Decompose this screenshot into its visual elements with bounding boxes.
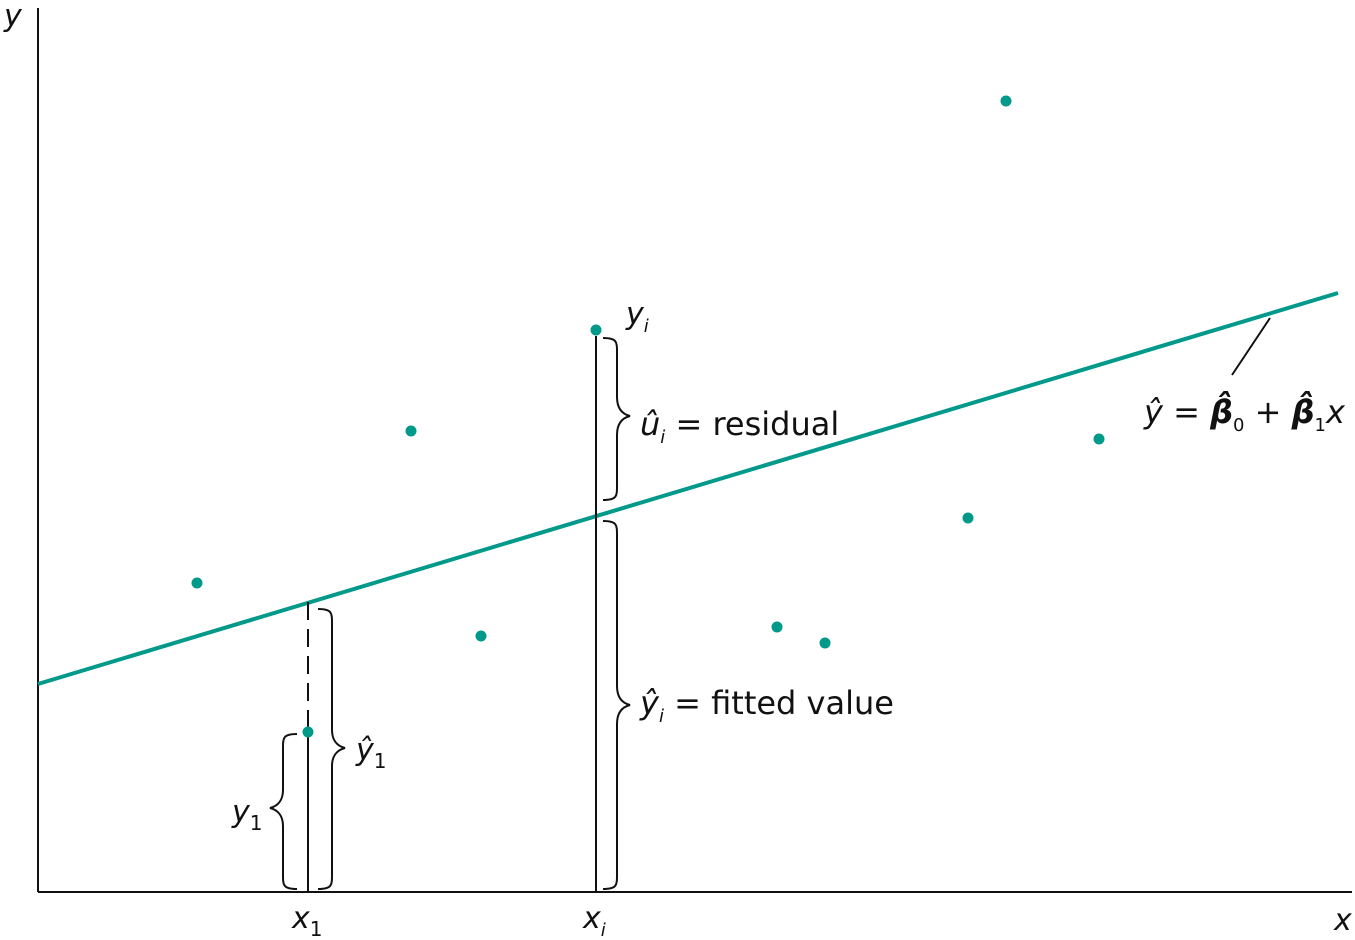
- data-point: [1000, 95, 1012, 107]
- residual-brace: [602, 337, 631, 501]
- y1-label: y1: [231, 795, 263, 835]
- data-point: [819, 637, 831, 649]
- data-point: [962, 512, 974, 524]
- data-point-yi: [590, 324, 602, 336]
- y-axis-label: y: [3, 0, 23, 34]
- data-point-y1: [302, 726, 314, 738]
- y1-brace: [269, 733, 298, 890]
- x-axis-label: x: [1333, 903, 1352, 938]
- data-point: [771, 621, 783, 633]
- regression-line: [37, 291, 1339, 686]
- data-point: [1093, 433, 1105, 445]
- data-point: [191, 577, 203, 589]
- yhat1-label: ŷ1: [355, 733, 387, 773]
- yhat1-brace: [317, 608, 346, 890]
- xi-tick-label: xi: [582, 901, 606, 940]
- yi-label: yi: [625, 297, 649, 337]
- equation-leader-line: [1231, 317, 1271, 376]
- fitted-value-label: ŷi = fitted value: [639, 684, 894, 727]
- residual-label: ûi = residual: [640, 405, 839, 448]
- x1-tick-label: x1: [291, 901, 323, 940]
- data-point: [405, 425, 417, 437]
- fitted-value-brace: [602, 520, 631, 890]
- regression-equation: ŷ = β̂0 + β̂1x: [1143, 391, 1346, 436]
- data-point: [475, 630, 487, 642]
